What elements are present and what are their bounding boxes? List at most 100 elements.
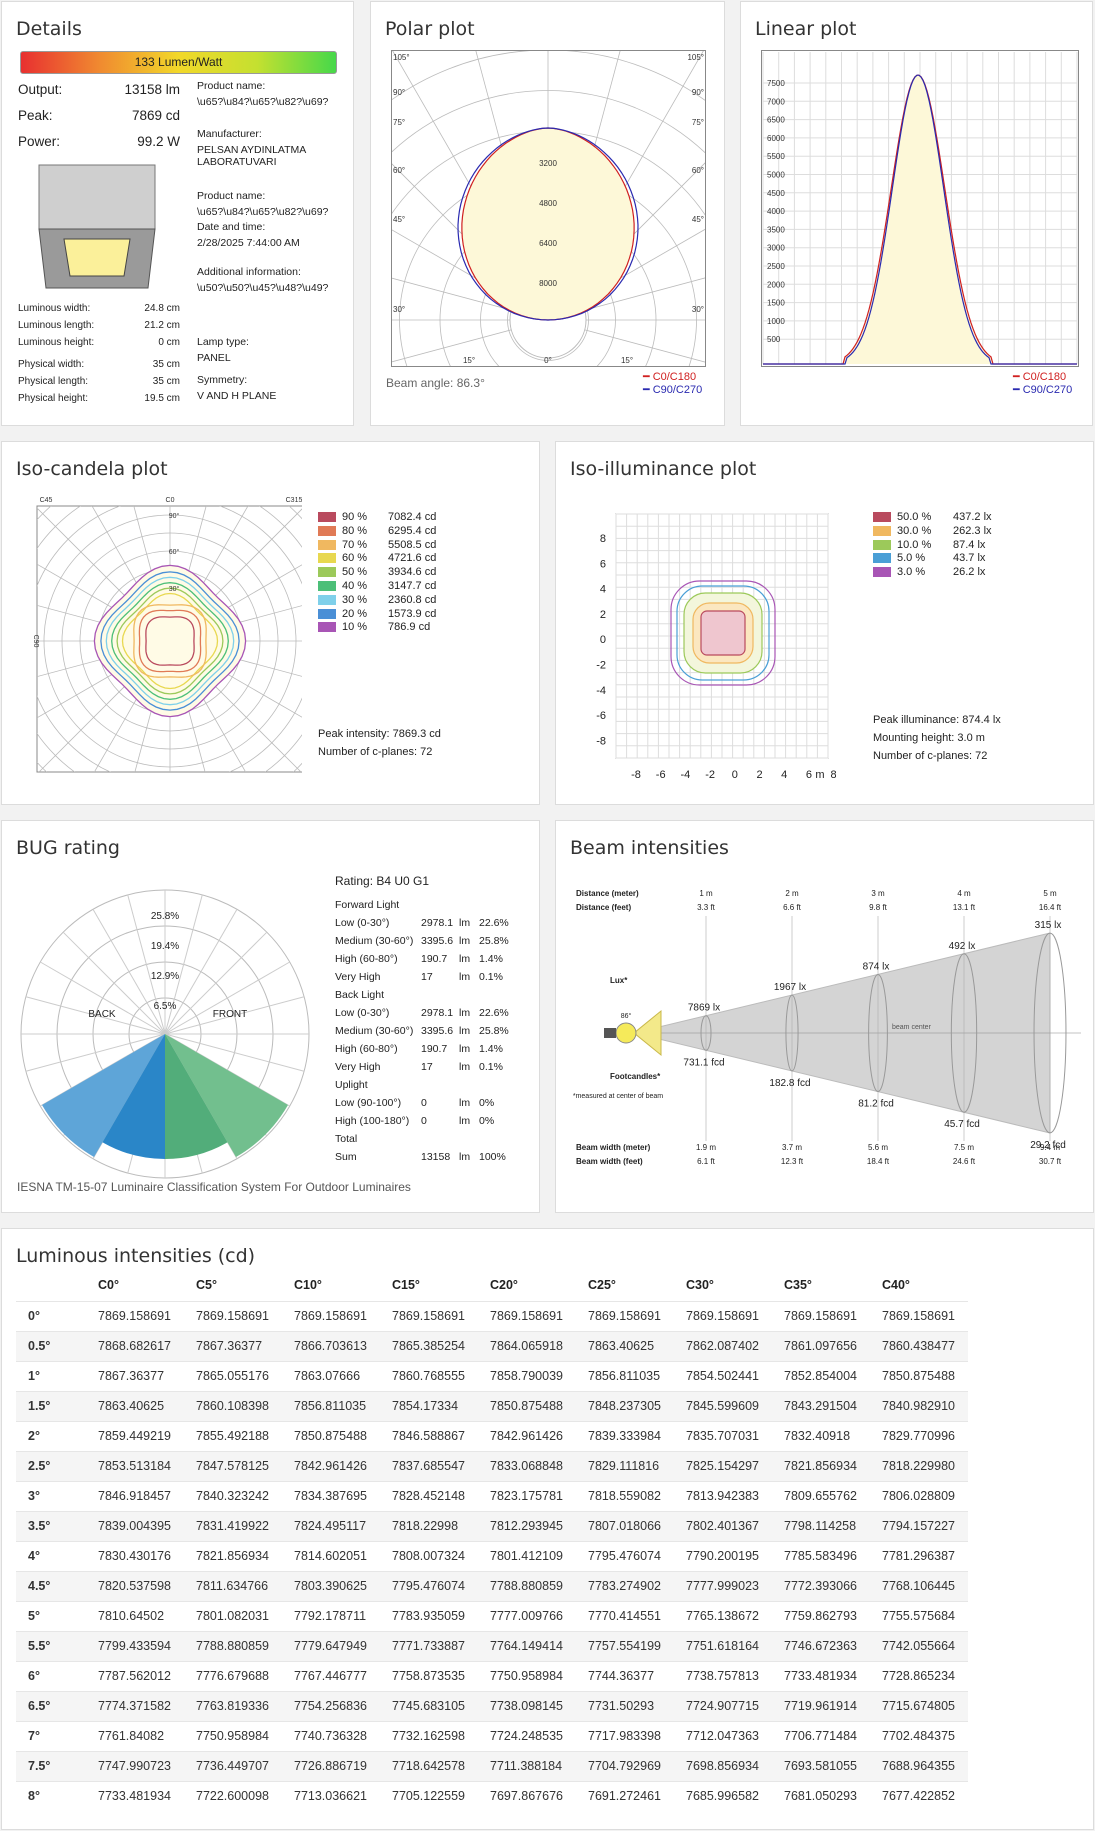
polar-plot: 3200 4800 6400 8000 105° 90° 75° 60° 45° 30° 15° 0°…: [391, 50, 706, 367]
ii-xtick: -8: [631, 769, 641, 781]
bug-row: Uplight: [335, 1076, 519, 1094]
ic-legend-row: 80 % 6295.4 cd: [318, 525, 468, 537]
column-header: C5°: [184, 1269, 282, 1301]
table-cell: 7866.703613: [282, 1330, 380, 1361]
stat-label: Peak:: [18, 108, 53, 123]
ii-ytick: -6: [596, 710, 606, 722]
ic-corner-label: C0: [166, 497, 175, 504]
table-cell: 7726.886719: [282, 1750, 380, 1781]
row-header: 5°: [16, 1600, 86, 1631]
bug-caption: IESNA TM-15-07 Luminaire Classification …: [17, 1180, 411, 1194]
ic-legend-swatch: [318, 567, 336, 578]
linear-ytick: 3000: [767, 244, 785, 253]
beam-bw-ft: 24.6 ft: [953, 1157, 976, 1166]
beam-fc: 81.2 fcd: [858, 1099, 894, 1110]
table-cell: 7842.961426: [478, 1420, 576, 1451]
beam-dist-m: 2 m: [785, 889, 799, 898]
polar-angle-label: 60°: [692, 166, 704, 175]
polar-legend-c0: ━ C0/C180: [643, 371, 697, 383]
table-cell: 7810.64502: [86, 1600, 184, 1631]
ic-legend-val: 5508.5 cd: [388, 538, 437, 551]
table-cell: 7712.047363: [674, 1720, 772, 1751]
table-cell: 7685.996582: [674, 1780, 772, 1811]
bug-spoke: [127, 894, 166, 1035]
bug-cell-u: lm: [459, 935, 471, 947]
ii-legend-swatch: [873, 553, 891, 564]
table-cell: 7839.004395: [86, 1510, 184, 1541]
table-cell: 7869.158691: [478, 1300, 576, 1331]
ii-legend-pct: 10.0 %: [897, 538, 932, 551]
beam-dist-ft: 16.4 ft: [1039, 903, 1062, 912]
ic-legend-val: 3147.7 cd: [388, 580, 437, 592]
table-cell: 7795.476074: [576, 1540, 674, 1571]
bug-cell-p: 1.4%: [479, 953, 503, 965]
column-header: C20°: [478, 1269, 576, 1301]
stat-label: Power:: [18, 134, 61, 149]
bug-spoke: [25, 996, 166, 1035]
table-cell: 7864.065918: [478, 1330, 576, 1361]
bug-spoke: [25, 1033, 166, 1072]
row-header: 4.5°: [16, 1570, 86, 1601]
table-cell: 7705.122559: [380, 1780, 478, 1811]
intensity-scroll[interactable]: C0° C5° C10° C15° C20° C25° C30° C35° C40° 0° 7869…: [16, 1269, 1093, 1811]
bug-cell-u: lm: [459, 1025, 471, 1037]
table-cell: 7754.256836: [282, 1690, 380, 1721]
table-cell: 7728.865234: [870, 1660, 968, 1691]
polar-card: Polar plot 3200 4800 6400 8000 105° 90° 75° 60°…: [370, 1, 725, 426]
dim-label: Luminous height:: [18, 337, 95, 348]
bug-cell-lm: 13158: [421, 1151, 451, 1163]
ic-legend-swatch: [318, 525, 336, 536]
table-cell: 7740.736328: [282, 1720, 380, 1751]
column-header: C0°: [86, 1269, 184, 1301]
table-cell: 7764.149414: [478, 1630, 576, 1661]
table-cell: 7724.907715: [674, 1690, 772, 1721]
row-header: 2°: [16, 1420, 86, 1451]
bug-cell-lm: 17: [421, 1061, 433, 1073]
polar-fill: [461, 128, 635, 320]
bug-cell-lm: 190.7: [421, 953, 448, 965]
beam-bw-m: 9.4 m: [1040, 1143, 1060, 1152]
beam-angle: Beam angle: 86.3°: [386, 376, 485, 390]
table-cell: 7809.655762: [772, 1480, 870, 1511]
info-label: Product name:: [197, 80, 266, 92]
bug-cell-p: 1.4%: [479, 1043, 503, 1055]
row-header: 6°: [16, 1660, 86, 1691]
table-cell: 7713.036621: [282, 1780, 380, 1811]
table-cell: 7788.880859: [184, 1630, 282, 1661]
table-cell: 7799.433594: [86, 1630, 184, 1661]
table-cell: 7771.733887: [380, 1630, 478, 1661]
linear-ytick: 7000: [767, 97, 785, 106]
table-cell: 7869.158691: [86, 1300, 184, 1331]
ii-xtick: 2: [756, 769, 762, 781]
info-label: Lamp type:: [197, 336, 249, 348]
table-cell: 7757.554199: [576, 1630, 674, 1661]
ii-legend-pct: 3.0 %: [897, 566, 926, 579]
table-cell: 7750.958984: [184, 1720, 282, 1751]
table-cell: 7846.918457: [86, 1480, 184, 1511]
bug-spoke: [40, 961, 166, 1035]
table-corner: [16, 1269, 86, 1301]
beam-source-cone: [633, 1009, 662, 1057]
info-label: Date and time:: [197, 221, 266, 233]
linear-ytick: 3500: [767, 225, 785, 234]
bug-front-label: FRONT: [213, 1009, 247, 1020]
ic-ring-label: 30°: [169, 585, 180, 593]
beam-fc-label: Footcandles*: [610, 1072, 661, 1081]
linear-legend-c0: ━ C0/C180: [1013, 371, 1067, 383]
beam-bw-m: 5.6 m: [868, 1143, 888, 1152]
table-cell: 7761.84082: [86, 1720, 184, 1751]
bug-cell-u: lm: [459, 1097, 471, 1109]
ic-legend-val: 7082.4 cd: [388, 511, 437, 523]
table-cell: 7854.502441: [674, 1360, 772, 1391]
table-cell: 7869.158691: [282, 1300, 380, 1331]
table-cell: 7702.484375: [870, 1720, 968, 1751]
table-cell: 7833.068848: [478, 1450, 576, 1481]
dim-label: Luminous width:: [18, 303, 91, 314]
row-header: 3°: [16, 1480, 86, 1511]
ic-legend-pct: 80 %: [342, 524, 368, 537]
bug-cell-lm: 2978.1: [421, 1007, 454, 1019]
polar-radial-label: 3200: [539, 159, 557, 168]
linear-ytick: 5000: [767, 171, 785, 180]
bug-table: Forward Light Low (0-30°) 2978.1 lm 22.6% Med…: [335, 896, 519, 1166]
